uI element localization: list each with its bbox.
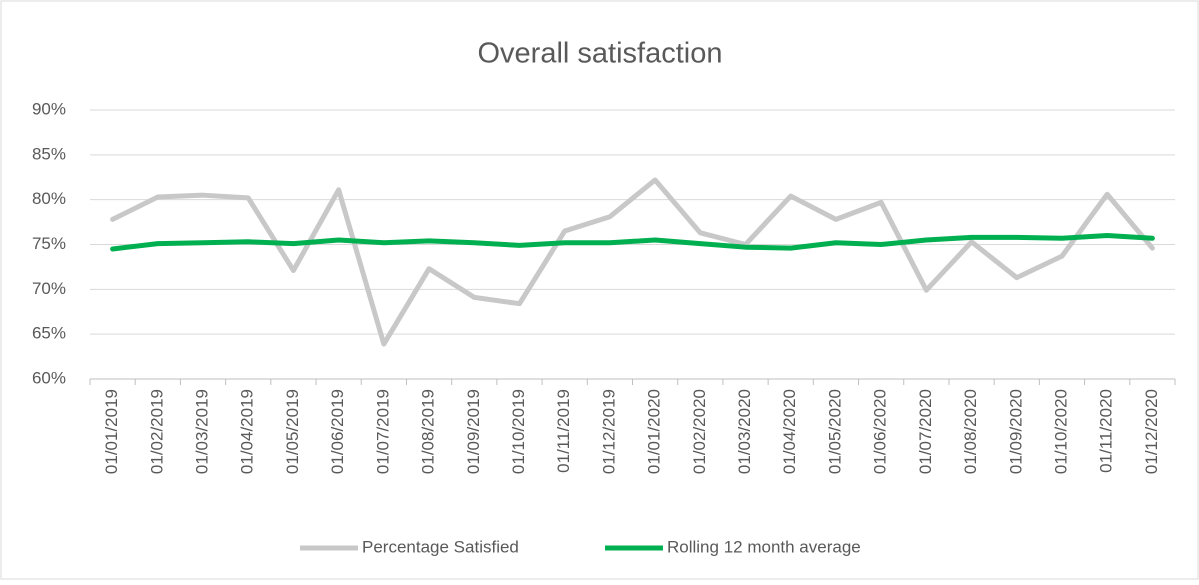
y-tick-label: 60% — [32, 368, 66, 387]
x-tick-label: 01/09/2019 — [464, 389, 483, 474]
series-line — [110, 233, 1155, 252]
y-tick-label: 80% — [32, 189, 66, 208]
y-tick-label: 90% — [32, 99, 66, 118]
x-tick-label: 01/08/2019 — [419, 389, 438, 474]
x-tick-label: 01/04/2019 — [238, 389, 257, 474]
series-line — [110, 177, 1155, 347]
x-tick-label: 01/07/2020 — [916, 389, 935, 474]
x-tick-label: 01/03/2020 — [735, 389, 754, 474]
x-tick-label: 01/07/2019 — [373, 389, 392, 474]
chart-title: Overall satisfaction — [478, 38, 723, 70]
x-tick-label: 01/02/2019 — [147, 389, 166, 474]
x-tick-label: 01/01/2019 — [102, 389, 121, 474]
x-tick-label: 01/06/2020 — [871, 389, 890, 474]
x-tick-label: 01/10/2020 — [1051, 389, 1070, 474]
y-tick-label: 65% — [32, 324, 66, 343]
x-tick-label: 01/08/2020 — [961, 389, 980, 474]
x-tick-label: 01/04/2020 — [780, 389, 799, 474]
legend-label: Rolling 12 month average — [667, 537, 861, 556]
legend-label: Percentage Satisfied — [362, 537, 519, 556]
y-tick-label: 85% — [32, 144, 66, 163]
y-tick-label: 75% — [32, 234, 66, 253]
x-tick-label: 01/01/2020 — [645, 389, 664, 474]
x-tick-label: 01/09/2020 — [1006, 389, 1025, 474]
y-tick-label: 70% — [32, 279, 66, 298]
x-tick-label: 01/12/2019 — [599, 389, 618, 474]
x-tick-label: 01/05/2020 — [825, 389, 844, 474]
x-tick-label: 01/11/2019 — [554, 389, 573, 473]
x-tick-label: 01/05/2019 — [283, 389, 302, 474]
x-tick-label: 01/11/2020 — [1097, 389, 1116, 473]
x-tick-label: 01/12/2020 — [1142, 389, 1161, 474]
x-tick-label: 01/02/2020 — [690, 389, 709, 474]
x-tick-label: 01/10/2019 — [509, 389, 528, 474]
x-tick-label: 01/03/2019 — [193, 389, 212, 474]
x-tick-label: 01/06/2019 — [328, 389, 347, 474]
